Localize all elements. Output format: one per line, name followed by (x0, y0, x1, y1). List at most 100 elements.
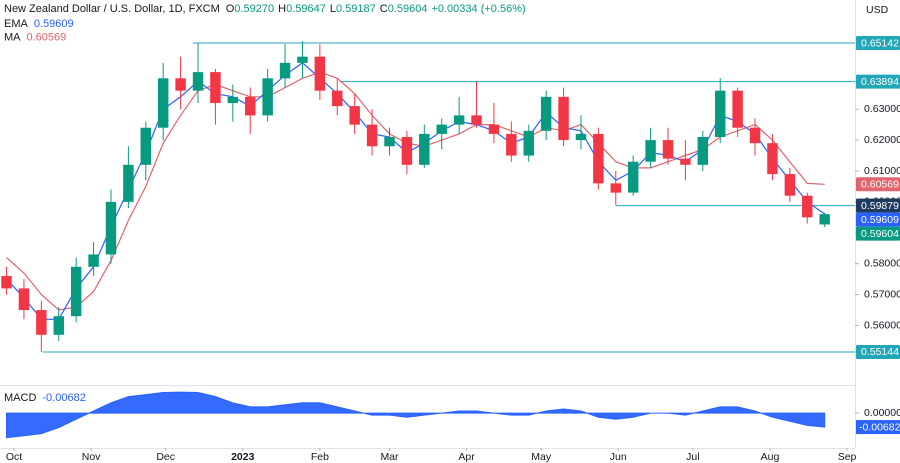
ohlc-value: 0.59270 (234, 3, 274, 15)
candle-body (157, 78, 169, 128)
candle-body (279, 62, 291, 79)
price-label-box (856, 212, 900, 227)
ohlc-name: C (380, 3, 388, 15)
legend-header: New Zealand Dollar / U.S. Dollar, 1D, FX… (4, 3, 526, 15)
x-tick-label: Sep (838, 451, 857, 463)
candle-body (714, 90, 726, 138)
price-label: 0.63894 (861, 76, 899, 88)
candle-body (53, 316, 64, 335)
macd-label: -0.00682 (859, 421, 900, 433)
price-label: 0.59609 (861, 214, 899, 226)
candle-body (680, 158, 691, 165)
candle-body (105, 201, 117, 255)
legend-name: EMA (4, 18, 29, 30)
x-tick-label: Aug (761, 451, 780, 463)
chart-title: New Zealand Dollar / U.S. Dollar, 1D, FX… (4, 3, 220, 15)
macd-legend: MACD -0.00682 (4, 392, 86, 404)
candle-body (384, 137, 395, 147)
candle-body (210, 72, 221, 104)
candle-body (70, 266, 82, 317)
price-label-box (856, 226, 900, 241)
ohlc-value: 0.59604 (388, 3, 428, 15)
candle-body (697, 137, 709, 165)
price-label-box (856, 198, 900, 213)
price-label-box (856, 36, 900, 51)
candle-body (540, 96, 552, 131)
candle-body (610, 183, 622, 193)
y-tick-label: 0.58000 (864, 257, 900, 269)
x-tick-label: Nov (82, 451, 101, 463)
macd-y-tick-label: 0.00000 (864, 407, 900, 419)
price-label-box (856, 344, 900, 359)
candle-body (18, 288, 30, 311)
currency: USD (866, 4, 889, 16)
candle-body (401, 137, 413, 165)
candle-body (558, 96, 569, 141)
x-tick-label: Dec (156, 451, 175, 463)
candle-body (436, 124, 447, 134)
candle-body (523, 130, 534, 156)
candle-body (332, 90, 343, 107)
candle-body (575, 133, 587, 141)
candle-body (784, 174, 796, 196)
macd-label-box (856, 420, 900, 435)
candle-body (123, 164, 134, 202)
price-label-box (856, 177, 900, 192)
ohlc-value: 0.59647 (286, 3, 326, 15)
x-tick-label: Jun (610, 451, 627, 463)
y-tick-label: 0.62000 (864, 134, 900, 146)
candle-body (227, 96, 239, 104)
candle-body (1, 276, 12, 289)
candle-body (645, 140, 656, 162)
candle-body (749, 127, 761, 144)
x-tick-label: 2023 (231, 451, 255, 463)
candle-body (245, 96, 256, 116)
ohlc-name: L (330, 3, 336, 15)
legend-entry: MA 0.60569 (4, 31, 66, 43)
candle-body (453, 115, 465, 125)
price-label: 0.59604 (861, 228, 899, 240)
price-label: 0.55144 (861, 346, 899, 358)
candle-body (488, 124, 500, 134)
candle-body (627, 161, 639, 193)
x-tick-label: Oct (6, 451, 22, 463)
candle-body (471, 115, 482, 125)
candle-body (192, 72, 204, 91)
price-label: 0.59879 (861, 200, 899, 212)
legend-value: 0.60569 (27, 31, 67, 43)
legend-name: MA (4, 31, 21, 43)
y-tick-label: 0.63000 (864, 103, 900, 115)
candle-body (419, 133, 430, 165)
candle-body (36, 310, 47, 335)
legend-value: 0.59609 (34, 18, 74, 30)
candle-body (662, 140, 674, 159)
candle-body (140, 127, 152, 165)
x-tick-label: Jul (686, 451, 699, 463)
candle-body (802, 195, 813, 218)
ohlc-name: H (278, 3, 286, 15)
indicator-line (6, 71, 825, 311)
candle-body (88, 254, 99, 267)
x-tick-label: Apr (458, 451, 475, 463)
candle-body (732, 90, 743, 128)
macd-area (6, 391, 826, 439)
candle-body (314, 56, 326, 91)
candle-body (175, 78, 186, 91)
y-tick-label: 0.57000 (864, 288, 900, 300)
ohlc-name: O (226, 3, 235, 15)
candle-body (262, 78, 273, 116)
y-tick-label: 0.61000 (864, 165, 900, 177)
price-label: 0.65142 (861, 37, 899, 49)
price-change: +0.00334 (+0.56%) (431, 3, 525, 15)
candle-body (593, 133, 604, 184)
legend-entry: EMA 0.59609 (4, 18, 74, 30)
candle-body (349, 106, 360, 125)
price-label: 0.60569 (861, 179, 899, 191)
legend-value: -0.00682 (42, 392, 85, 404)
legend-name: MACD (4, 392, 36, 404)
candle-body (366, 124, 378, 147)
candle-body (819, 214, 830, 225)
candle-body (506, 133, 517, 156)
candle-body (297, 56, 308, 63)
